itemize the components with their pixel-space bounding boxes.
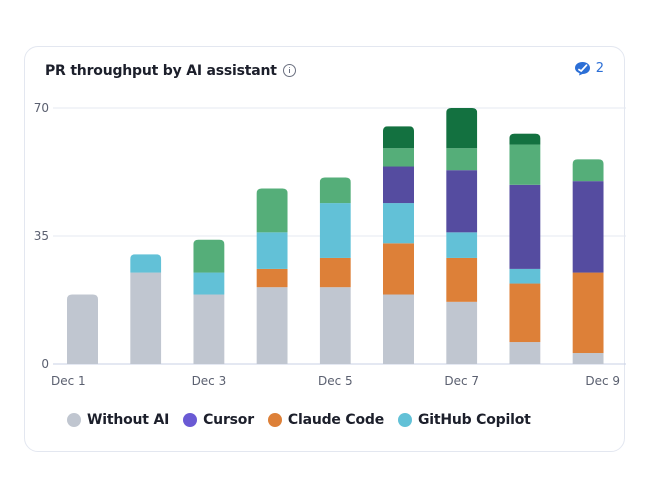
bar-segment-cursor <box>509 184 541 269</box>
legend-dot-cursor <box>183 413 198 427</box>
bar-dec-4 <box>256 188 288 364</box>
bar-segment-github-copilot <box>509 268 541 284</box>
legend-label: GitHub Copilot <box>418 412 531 428</box>
legend-dot-github-copilot <box>398 413 413 427</box>
bar-segment-without-ai <box>572 353 604 364</box>
bar-segment-without-ai <box>130 272 162 364</box>
bar-segment-cursor <box>383 166 414 204</box>
bar-segment-other-light-green- <box>572 159 604 182</box>
bar-dec-2 <box>130 254 162 364</box>
bar-segment-github-copilot <box>193 272 225 295</box>
bar-segment-claude-code <box>256 268 288 288</box>
bar-segment-without-ai <box>509 342 541 364</box>
bar-segment-github-copilot <box>446 232 478 258</box>
bar-segment-github-copilot <box>383 203 414 244</box>
bar-segment-claude-code <box>572 272 604 354</box>
legend: Without AI Cursor Claude Code GitHub Cop… <box>67 412 531 428</box>
x-tick-label: Dec 1 <box>51 374 86 388</box>
x-tick-label: Dec 9 <box>585 374 620 388</box>
bar-segment-other-light-green- <box>319 177 351 204</box>
bar-segment-claude-code <box>446 257 478 302</box>
bar-segment-claude-code <box>509 283 541 343</box>
bar-segment-other-dark-green- <box>509 133 541 145</box>
y-axis-ticks: 0 35 70 <box>34 101 49 371</box>
bar-segment-cursor <box>572 181 604 273</box>
bar-segment-other-light-green- <box>509 144 541 185</box>
stacked-bar-chart: 0 35 70 Dec 1 Dec 3 Dec 5 Dec 7 Dec 9 <box>34 101 626 388</box>
legend-label: Cursor <box>203 412 254 428</box>
x-tick-label: Dec 5 <box>318 374 353 388</box>
bar-dec-8 <box>509 133 541 364</box>
bar-segment-other-dark-green- <box>383 126 414 149</box>
x-axis-ticks: Dec 1 Dec 3 Dec 5 Dec 7 Dec 9 <box>51 374 620 388</box>
bar-segment-without-ai <box>383 294 414 364</box>
y-tick-label: 35 <box>34 229 49 243</box>
legend-dot-claude-code <box>267 413 282 427</box>
bar-segment-cursor <box>446 170 478 233</box>
comment-check-icon <box>574 62 590 76</box>
legend-label: Without AI <box>87 412 170 428</box>
bar-dec-1 <box>67 294 98 364</box>
y-tick-label: 0 <box>41 357 49 371</box>
bar-segment-claude-code <box>383 243 414 295</box>
bar-dec-5 <box>319 177 351 364</box>
bar-segment-without-ai <box>193 294 225 364</box>
y-tick-label: 70 <box>34 101 49 115</box>
badge-count: 2 <box>595 61 604 76</box>
legend-item-without-ai[interactable]: Without AI <box>67 412 169 428</box>
bar-dec-7 <box>446 108 478 364</box>
bar-dec-3 <box>193 239 225 364</box>
bar-segment-claude-code <box>319 257 351 288</box>
bar-segment-without-ai <box>319 287 351 364</box>
comments-badge[interactable]: 2 <box>574 61 604 76</box>
bar-dec-6 <box>383 126 414 364</box>
chart-card: PR throughput by AI assistant 2 0 35 70 De… <box>24 46 626 452</box>
legend-label: Claude Code <box>287 412 385 428</box>
x-tick-label: Dec 3 <box>192 374 227 388</box>
bar-segment-other-light-green- <box>383 148 414 167</box>
bar-segment-other-dark-green- <box>446 108 478 149</box>
legend-item-github-copilot[interactable]: GitHub Copilot <box>398 412 531 428</box>
bar-segment-other-light-green- <box>446 148 478 171</box>
bar-dec-9 <box>572 159 604 364</box>
bar-segment-without-ai <box>446 301 478 364</box>
legend-item-claude-code[interactable]: Claude Code <box>267 412 385 428</box>
legend-item-cursor[interactable]: Cursor <box>183 412 254 428</box>
bar-segment-github-copilot <box>130 254 162 273</box>
info-icon[interactable] <box>282 63 296 77</box>
card-title: PR throughput by AI assistant <box>45 63 296 79</box>
bars <box>67 108 604 364</box>
card-title-text: PR throughput by AI assistant <box>45 63 277 79</box>
bar-segment-without-ai <box>67 294 98 364</box>
bar-segment-other-light-green- <box>256 188 288 233</box>
bar-segment-github-copilot <box>256 232 288 269</box>
x-tick-label: Dec 7 <box>444 374 479 388</box>
legend-dot-without-ai <box>67 413 81 427</box>
bar-segment-other-light-green- <box>193 239 225 273</box>
bar-segment-without-ai <box>256 287 288 364</box>
bar-segment-github-copilot <box>319 203 351 258</box>
